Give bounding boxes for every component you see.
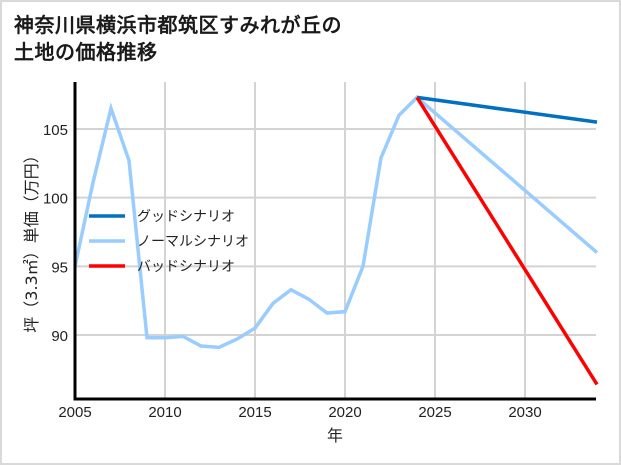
series-line (415, 96, 599, 386)
title-line-1: 神奈川県横浜市都筑区すみれが丘の (14, 13, 342, 37)
series-line (73, 95, 599, 350)
axes (73, 82, 596, 401)
tick-labels: 2005 2010 2015 2020 2025 2030 90 95 100 105 (43, 122, 542, 421)
x-tick-label: 2005 (58, 404, 91, 421)
x-axis-label: 年 (327, 426, 343, 445)
y-axis-label: 坪（3.3㎡）単価（万円） (22, 147, 41, 332)
x-tick-label: 2030 (508, 404, 541, 421)
y-tick-label: 90 (51, 328, 68, 345)
y-tick-label: 100 (43, 191, 68, 208)
legend-label: バッドシナリオ (137, 259, 235, 275)
x-tick-label: 2010 (148, 404, 181, 421)
x-tick-label: 2020 (328, 404, 361, 421)
x-tick-label: 2025 (418, 404, 451, 421)
grid-lines (75, 82, 596, 399)
title-line-2: 土地の価格推移 (14, 40, 158, 64)
y-tick-label: 95 (51, 259, 68, 276)
legend-label: ノーマルシナリオ (137, 234, 249, 250)
chart-title: 神奈川県横浜市都筑区すみれが丘の 土地の価格推移 (14, 12, 342, 66)
y-tick-label: 105 (43, 122, 68, 139)
series-line (416, 95, 598, 124)
legend-label: グッドシナリオ (137, 209, 235, 225)
x-tick-label: 2015 (238, 404, 271, 421)
series-lines (73, 95, 599, 386)
